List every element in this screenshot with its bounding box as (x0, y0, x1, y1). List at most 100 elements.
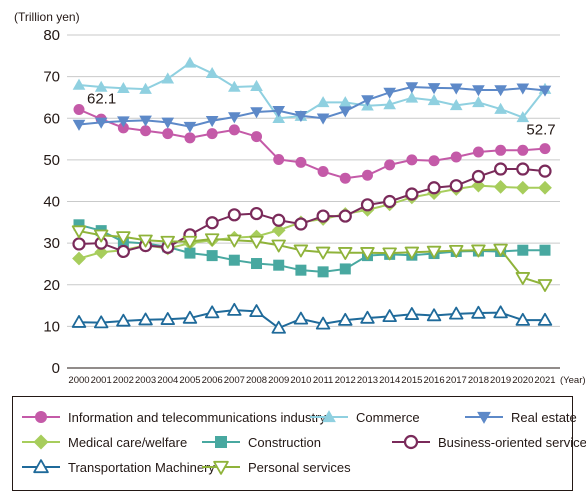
data-point (426, 308, 442, 322)
data-point (295, 156, 307, 168)
data-point (316, 209, 330, 223)
data-point (538, 164, 552, 178)
data-point (316, 113, 330, 125)
y-axis-unit-label: (Trillion yen) (14, 10, 80, 24)
data-point (338, 247, 353, 260)
data-label: 52.7 (526, 122, 555, 139)
data-point (160, 235, 175, 249)
data-point (382, 247, 397, 261)
data-point (493, 243, 508, 257)
data-point (539, 244, 551, 256)
legend: Information and telecommunications indus… (12, 396, 586, 491)
data-point (338, 209, 352, 223)
data-point (71, 314, 87, 328)
data-point (116, 313, 131, 327)
data-point (361, 169, 373, 181)
data-point (228, 254, 240, 266)
data-point (515, 180, 530, 195)
data-point (384, 159, 396, 171)
data-point (93, 315, 109, 329)
data-point (404, 307, 420, 320)
legend-swatch-marker (33, 434, 49, 450)
data-point (249, 206, 264, 221)
data-point (339, 172, 351, 184)
data-point (293, 311, 309, 325)
series-6 (71, 302, 553, 334)
data-point (538, 85, 552, 97)
data-point (426, 245, 442, 259)
data-point (383, 98, 396, 110)
data-point (360, 310, 375, 324)
x-axis-unit-label: (Year) (560, 375, 586, 386)
data-point (516, 83, 530, 95)
data-point (317, 266, 329, 278)
data-point (273, 153, 285, 165)
data-point (227, 208, 241, 222)
data-point (116, 244, 130, 259)
series-line (78, 309, 545, 330)
data-point (72, 119, 86, 131)
y-tick-label: 20 (43, 277, 60, 294)
data-point (249, 304, 264, 318)
data-point (515, 312, 531, 326)
x-tick-label: 2013 (357, 375, 378, 386)
data-point (450, 151, 462, 163)
data-point (405, 91, 419, 103)
y-tick-label: 50 (43, 152, 60, 169)
data-point (515, 272, 531, 285)
data-point (272, 213, 286, 227)
data-point (449, 83, 463, 95)
y-tick-label: 40 (43, 194, 60, 211)
legend-item: Medical care/welfare (22, 434, 187, 450)
x-tick-label: 2014 (379, 375, 400, 386)
data-point (205, 116, 219, 128)
x-tick-label: 2019 (490, 375, 511, 386)
legend-swatch-marker (403, 434, 419, 450)
data-point (406, 154, 418, 166)
x-tick-label: 2017 (446, 375, 467, 386)
data-point (272, 111, 286, 123)
data-point (339, 263, 351, 275)
data-point (295, 264, 307, 276)
data-point (472, 96, 485, 108)
data-point (427, 181, 441, 195)
data-point (228, 112, 241, 124)
data-point (427, 83, 441, 95)
data-point (71, 225, 87, 239)
data-point (138, 312, 153, 326)
data-point (360, 198, 375, 212)
legend-item: Commerce (310, 410, 420, 425)
series-line (78, 168, 546, 253)
data-point (338, 96, 352, 108)
x-tick-label: 2011 (313, 375, 333, 386)
series-2 (72, 82, 552, 133)
data-point (72, 251, 86, 266)
legend-swatch-marker (33, 459, 49, 474)
data-point (182, 310, 198, 324)
y-tick-label: 10 (43, 318, 60, 335)
gridlines (67, 34, 560, 327)
legend-item: Construction (202, 435, 321, 450)
data-point (227, 302, 242, 316)
data-point (204, 233, 220, 247)
data-point (117, 116, 130, 128)
x-tick-label: 2003 (135, 375, 156, 386)
data-point (93, 229, 109, 243)
data-point (472, 146, 484, 158)
data-point (405, 82, 419, 94)
data-point (184, 247, 196, 259)
data-point (361, 95, 374, 107)
data-point (517, 244, 529, 256)
legend-label: Construction (248, 435, 321, 450)
legend-label: Personal services (248, 460, 351, 475)
data-point (139, 115, 152, 127)
data-point (116, 231, 131, 245)
data-point (228, 124, 240, 136)
legend-label: Commerce (356, 410, 420, 425)
x-tick-label: 2006 (202, 375, 223, 386)
data-point (205, 66, 219, 79)
data-point (316, 96, 330, 108)
data-point (383, 87, 396, 99)
